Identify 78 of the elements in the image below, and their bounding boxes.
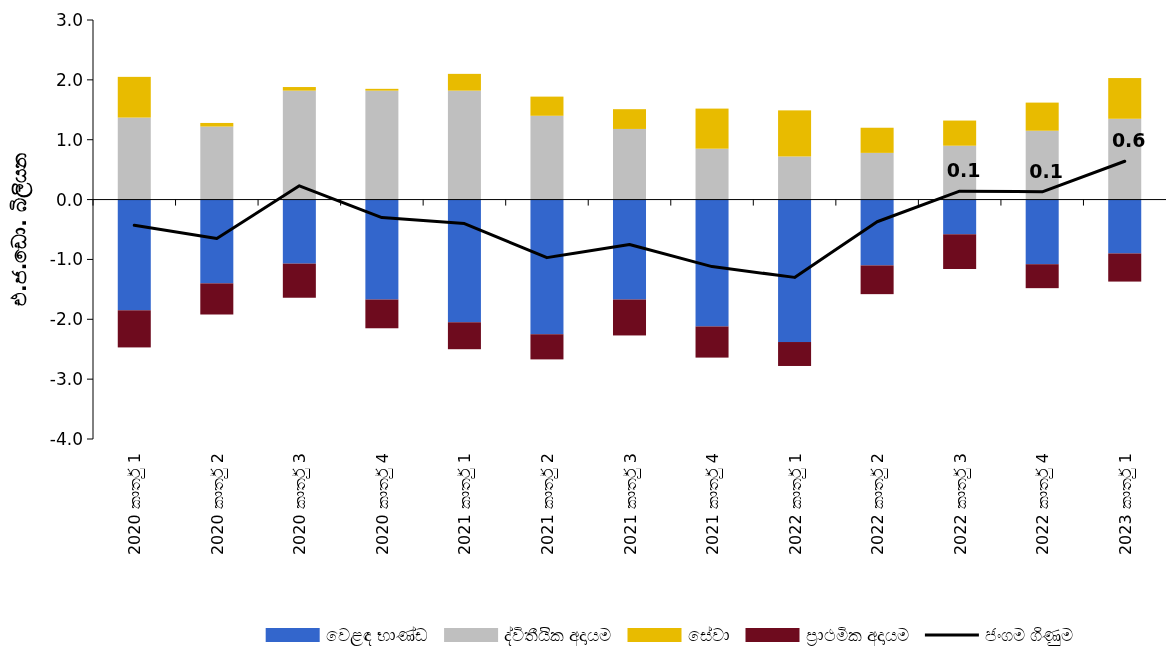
bar: [860, 199, 894, 266]
x-tick-label: 2020 කාර්තු 3: [290, 453, 311, 556]
data-label: 0.6: [1111, 129, 1146, 152]
bar: [860, 265, 894, 295]
bar: [1025, 102, 1059, 131]
bar: [447, 90, 481, 200]
bar: [282, 87, 316, 91]
bar: [695, 148, 729, 200]
x-tick-label: 2021 කාර්තු 4: [703, 453, 724, 556]
bar: [1108, 78, 1142, 119]
legend-label: සේවා: [687, 625, 730, 645]
bar: [695, 326, 729, 358]
x-tick-label: 2022 කාර්තු 4: [1033, 453, 1054, 556]
x-tick-label: 2021 කාර්තු 3: [620, 453, 641, 556]
bar: [695, 199, 729, 327]
bar: [200, 122, 234, 127]
bar: [282, 90, 316, 200]
y-tick-label: 3.0: [55, 10, 83, 30]
bar: [282, 199, 316, 264]
bar: [943, 120, 977, 146]
x-tick-label: 2022 කාර්තු 3: [950, 453, 971, 556]
bar: [778, 110, 812, 157]
bar: [778, 156, 812, 200]
x-tick-label: 2021 කාර්තු 1: [455, 453, 476, 556]
bar: [365, 199, 399, 300]
bar: [530, 115, 564, 200]
legend-label: ජංගම ගිණුම: [984, 625, 1074, 646]
x-tick-label: 2022 කාර්තු 2: [868, 453, 889, 556]
y-tick-label: -3.0: [49, 369, 83, 390]
bar: [1025, 264, 1059, 289]
bar: [200, 126, 234, 200]
bar: [447, 322, 481, 350]
x-tick-label: 2023 කාර්තු 1: [1115, 453, 1136, 556]
bar: [530, 199, 564, 335]
x-tick-label: 2020 කාර්තු 2: [207, 453, 228, 556]
x-tick-label: 2020 කාර්තු 4: [372, 453, 393, 556]
bar: [117, 199, 151, 311]
y-tick-label: 0.0: [55, 189, 83, 210]
bar: [943, 199, 977, 235]
bar: [117, 117, 151, 200]
y-tick-label: -1.0: [49, 249, 83, 270]
bar: [200, 283, 234, 315]
bar: [365, 90, 399, 200]
bar: [117, 76, 151, 118]
y-tick-label: -2.0: [49, 309, 83, 330]
bar: [365, 299, 399, 329]
x-tick-label: 2022 කාර්තු 1: [785, 453, 806, 556]
y-axis-title: එ.ජ.ඩො. බිලියන: [7, 153, 33, 306]
y-tick-label: 2.0: [55, 69, 83, 90]
legend-label: වෙළඳ භාණ්ඩ: [325, 625, 429, 646]
bar: [200, 199, 234, 284]
data-label: 0.1: [1029, 159, 1064, 182]
bar: [612, 128, 647, 200]
bar: [612, 109, 647, 129]
x-tick-label: 2021 කාර්තු 2: [537, 453, 558, 556]
bar: [860, 127, 894, 153]
bar: [447, 73, 481, 91]
data-label: 0.1: [946, 159, 981, 182]
legend-label: ප්‍රාථමික අදායම: [805, 625, 909, 647]
bar: [282, 263, 316, 298]
bar: [447, 199, 481, 323]
bar: [860, 152, 894, 200]
y-tick-label: -4.0: [49, 429, 83, 449]
legend-label: ද්විතීයික අදායම: [504, 625, 612, 647]
bar: [943, 234, 977, 270]
bar: [1108, 199, 1142, 254]
bar: [1025, 199, 1059, 265]
bar: [612, 299, 647, 336]
bar: [612, 199, 647, 300]
bar: [117, 310, 151, 348]
bar: [530, 96, 564, 116]
bar: [530, 334, 564, 360]
bar: [1108, 253, 1142, 282]
y-tick-label: 1.0: [55, 129, 83, 150]
bar: [778, 199, 812, 343]
x-tick-label: 2020 කාර්තු 1: [125, 453, 146, 556]
bar: [778, 342, 812, 366]
bar: [695, 108, 729, 149]
